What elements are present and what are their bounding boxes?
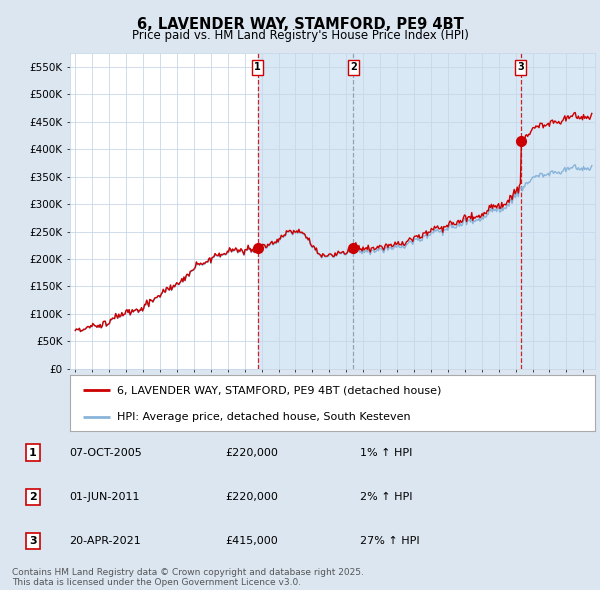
Text: 27% ↑ HPI: 27% ↑ HPI	[360, 536, 419, 546]
Text: 07-OCT-2005: 07-OCT-2005	[69, 448, 142, 457]
Text: 20-APR-2021: 20-APR-2021	[69, 536, 141, 546]
Text: 01-JUN-2011: 01-JUN-2011	[69, 492, 139, 502]
Text: 6, LAVENDER WAY, STAMFORD, PE9 4BT (detached house): 6, LAVENDER WAY, STAMFORD, PE9 4BT (deta…	[118, 385, 442, 395]
Text: 1: 1	[29, 448, 37, 457]
Text: 3: 3	[517, 63, 524, 73]
Text: 2: 2	[29, 492, 37, 502]
Text: £220,000: £220,000	[225, 492, 278, 502]
Text: Price paid vs. HM Land Registry's House Price Index (HPI): Price paid vs. HM Land Registry's House …	[131, 30, 469, 42]
Text: 2: 2	[350, 63, 357, 73]
Text: £220,000: £220,000	[225, 448, 278, 457]
Text: Contains HM Land Registry data © Crown copyright and database right 2025.
This d: Contains HM Land Registry data © Crown c…	[12, 568, 364, 587]
Bar	[257, 53, 353, 369]
Text: £415,000: £415,000	[225, 536, 278, 546]
Text: 1: 1	[254, 63, 261, 73]
Text: 2% ↑ HPI: 2% ↑ HPI	[360, 492, 413, 502]
Text: 3: 3	[29, 536, 37, 546]
Text: HPI: Average price, detached house, South Kesteven: HPI: Average price, detached house, Sout…	[118, 412, 411, 422]
Text: 1% ↑ HPI: 1% ↑ HPI	[360, 448, 412, 457]
Bar	[521, 53, 595, 369]
Text: 6, LAVENDER WAY, STAMFORD, PE9 4BT: 6, LAVENDER WAY, STAMFORD, PE9 4BT	[137, 17, 463, 31]
Bar	[353, 53, 521, 369]
